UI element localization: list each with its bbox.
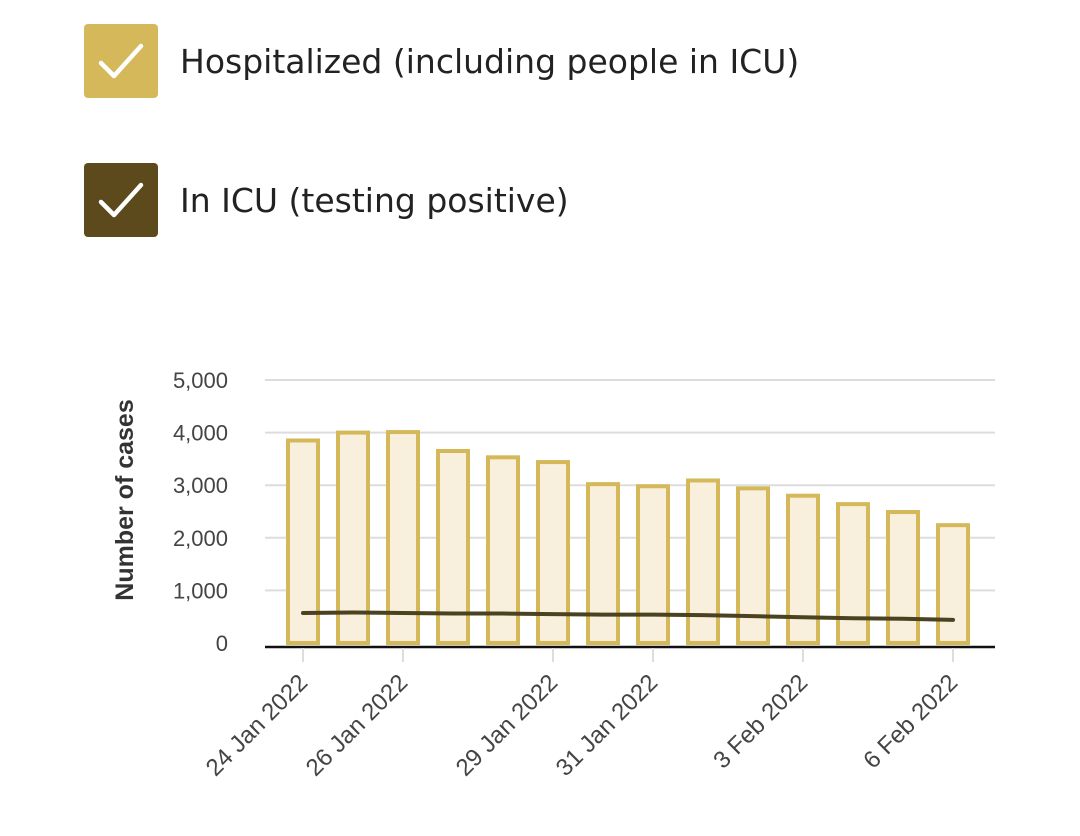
legend-item-hospitalized[interactable]: Hospitalized (including people in ICU) xyxy=(84,24,799,98)
checkmark-icon xyxy=(98,182,144,218)
bar[interactable] xyxy=(886,510,920,645)
legend-checkbox-hospitalized[interactable] xyxy=(84,24,158,98)
y-tick-label: 5,000 xyxy=(173,368,228,393)
bar[interactable] xyxy=(586,482,620,646)
icu-series xyxy=(301,610,955,622)
x-tick-label: 26 Jan 2022 xyxy=(301,669,414,782)
legend-label-icu: In ICU (testing positive) xyxy=(180,180,569,220)
y-axis-ticks: 0 1,000 2,000 3,000 4,000 5,000 xyxy=(173,368,228,656)
x-tick-label: 29 Jan 2022 xyxy=(451,669,564,782)
grid-lines xyxy=(265,379,995,592)
y-tick-label: 4,000 xyxy=(173,421,228,446)
bar[interactable] xyxy=(286,438,320,645)
bar[interactable] xyxy=(636,484,670,646)
bar[interactable] xyxy=(686,478,720,645)
y-tick-label: 2,000 xyxy=(173,526,228,551)
x-tick-label: 6 Feb 2022 xyxy=(858,669,963,774)
bar[interactable] xyxy=(436,449,470,646)
checkmark-icon xyxy=(98,43,144,79)
y-tick-label: 1,000 xyxy=(173,578,228,603)
bar[interactable] xyxy=(336,430,370,645)
legend-checkbox-icu[interactable] xyxy=(84,163,158,237)
x-tick-label: 24 Jan 2022 xyxy=(201,669,314,782)
y-tick-label: 3,000 xyxy=(173,473,228,498)
bar[interactable] xyxy=(386,430,420,645)
icu-line[interactable] xyxy=(301,610,955,622)
x-tick-label: 3 Feb 2022 xyxy=(708,669,813,774)
x-tick-label: 31 Jan 2022 xyxy=(551,669,664,782)
y-tick-label: 0 xyxy=(216,631,228,656)
bar[interactable] xyxy=(836,502,870,645)
bar[interactable] xyxy=(786,493,820,645)
y-axis-label: Number of cases xyxy=(111,399,139,600)
legend-item-icu[interactable]: In ICU (testing positive) xyxy=(84,163,569,237)
bar[interactable] xyxy=(936,523,970,646)
bar[interactable] xyxy=(736,486,770,645)
legend-label-hospitalized: Hospitalized (including people in ICU) xyxy=(180,41,800,81)
